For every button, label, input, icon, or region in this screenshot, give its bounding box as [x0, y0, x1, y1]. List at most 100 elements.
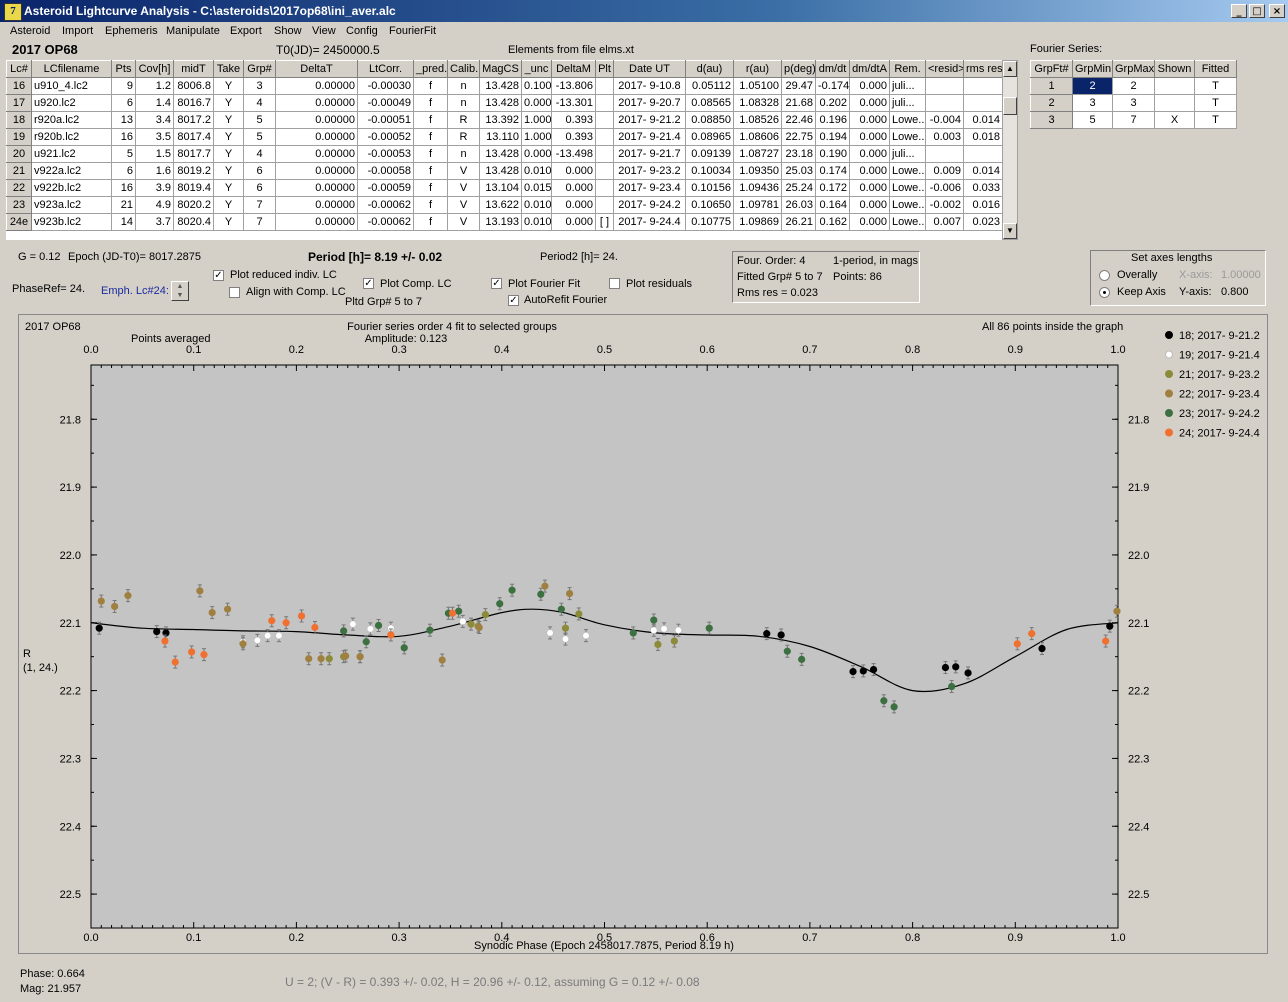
table-row[interactable]: 24e v923b.lc2 14 3.7 8020.4 Y 7 0.00000 -0.00062…	[6, 213, 1002, 231]
table-cell[interactable]: 1.09869	[733, 213, 782, 231]
table-cell[interactable]: f	[413, 213, 448, 231]
minimize-button[interactable]: _	[1231, 4, 1247, 18]
table-row[interactable]: 19 r920b.lc2 16 3.5 8017.4 Y 5 0.00000 -0.00052 f…	[6, 128, 1002, 146]
table-cell[interactable]: -0.002	[925, 196, 964, 214]
table-cell[interactable]: u910_4.lc2	[31, 77, 112, 95]
table-cell[interactable]: 23.18	[781, 145, 816, 163]
table-cell[interactable]: 2017- 9-23.4	[613, 179, 686, 197]
table-cell[interactable]	[963, 77, 1002, 95]
lc-col-header[interactable]: dm/dtA	[849, 60, 890, 78]
table-cell[interactable]: juli...	[889, 145, 926, 163]
lc-col-header[interactable]: DeltaM	[551, 60, 596, 78]
table-cell[interactable]: -0.00051	[357, 111, 414, 129]
lc-col-header[interactable]: <resid>	[925, 60, 964, 78]
lc-col-header[interactable]: _unc	[521, 60, 552, 78]
fourier-cell[interactable]: T	[1194, 77, 1237, 95]
fourier-col-header[interactable]: GrpMax	[1112, 60, 1155, 78]
table-cell[interactable]: Lowe...	[889, 111, 926, 129]
table-cell[interactable]: -0.174	[815, 77, 850, 95]
table-cell[interactable]: 1.000	[521, 128, 552, 146]
table-cell[interactable]: 26.21	[781, 213, 816, 231]
lc-col-header[interactable]: d(au)	[685, 60, 734, 78]
table-cell[interactable]: Lowe...	[889, 162, 926, 180]
table-cell[interactable]: 0.000	[551, 196, 596, 214]
table-cell[interactable]: 2017- 9-24.2	[613, 196, 686, 214]
menu-asteroid[interactable]: Asteroid	[10, 25, 51, 37]
lc-number-cell[interactable]: 17	[6, 94, 32, 112]
lc-number-cell[interactable]: 22	[6, 179, 32, 197]
table-cell[interactable]: 0.000	[849, 94, 890, 112]
table-cell[interactable]: 3.9	[135, 179, 174, 197]
table-cell[interactable]: 0.08850	[685, 111, 734, 129]
table-cell[interactable]: 2017- 9-21.7	[613, 145, 686, 163]
table-cell[interactable]: 22.75	[781, 128, 816, 146]
menu-export[interactable]: Export	[230, 25, 262, 37]
table-row[interactable]: 17 u920.lc2 6 1.4 8016.7 Y 4 0.00000 -0.00049 f n 1…	[6, 94, 1002, 112]
table-cell[interactable]: -0.006	[925, 179, 964, 197]
close-button[interactable]: ×	[1269, 4, 1285, 18]
keep-axis-radio[interactable]	[1099, 287, 1110, 298]
table-cell[interactable]: 0.00000	[275, 94, 358, 112]
table-cell[interactable]: 0.10650	[685, 196, 734, 214]
table-cell[interactable]: v923a.lc2	[31, 196, 112, 214]
table-cell[interactable]: -0.00062	[357, 213, 414, 231]
lc-col-header[interactable]: rms res	[963, 60, 1002, 78]
lc-col-header[interactable]: Cov[h]	[135, 60, 174, 78]
table-cell[interactable]: juli...	[889, 77, 926, 95]
table-cell[interactable]: u921.lc2	[31, 145, 112, 163]
lc-col-header[interactable]: LCfilename	[31, 60, 112, 78]
table-cell[interactable]: 1.08727	[733, 145, 782, 163]
table-cell[interactable]: Lowe...	[889, 179, 926, 197]
table-cell[interactable]: 21	[111, 196, 136, 214]
table-cell[interactable]: 0.007	[925, 213, 964, 231]
lc-col-header[interactable]: MagCS	[479, 60, 522, 78]
table-cell[interactable]: 0.000	[551, 179, 596, 197]
table-cell[interactable]: 2017- 9-21.2	[613, 111, 686, 129]
table-cell[interactable]: V	[447, 179, 480, 197]
table-cell[interactable]: 0.162	[815, 213, 850, 231]
table-cell[interactable]: 0.164	[815, 196, 850, 214]
table-cell[interactable]: u920.lc2	[31, 94, 112, 112]
table-cell[interactable]: n	[447, 94, 480, 112]
table-cell[interactable]: V	[447, 162, 480, 180]
table-cell[interactable]: 26.03	[781, 196, 816, 214]
table-cell[interactable]: 0.003	[925, 128, 964, 146]
maximize-button[interactable]: □	[1249, 4, 1265, 18]
fourier-cell[interactable]: T	[1194, 111, 1237, 129]
plot-reduced-checkbox[interactable]: ✓	[213, 270, 224, 281]
table-cell[interactable]: 0.023	[963, 213, 1002, 231]
fourier-col-header[interactable]: Shown	[1154, 60, 1195, 78]
table-cell[interactable]: 0.00000	[275, 162, 358, 180]
table-cell[interactable]: v923b.lc2	[31, 213, 112, 231]
table-cell[interactable]: 4	[243, 145, 276, 163]
table-cell[interactable]: 0.00000	[275, 77, 358, 95]
table-cell[interactable]: 1.09436	[733, 179, 782, 197]
lc-number-cell[interactable]: 20	[6, 145, 32, 163]
table-cell[interactable]: 6	[111, 94, 136, 112]
table-cell[interactable]: Lowe...	[889, 213, 926, 231]
table-cell[interactable]: R	[447, 128, 480, 146]
table-cell[interactable]: 1.08526	[733, 111, 782, 129]
fourier-cell[interactable]: T	[1194, 94, 1237, 112]
table-cell[interactable]: 4.9	[135, 196, 174, 214]
menu-manipulate[interactable]: Manipulate	[166, 25, 220, 37]
plot-residuals-checkbox[interactable]	[609, 278, 620, 289]
table-scrollbar[interactable]: ▲ ▼	[1002, 60, 1018, 240]
lc-col-header[interactable]: Rem.	[889, 60, 926, 78]
table-cell[interactable]: 6	[243, 179, 276, 197]
fourier-col-header[interactable]: GrpMin	[1072, 60, 1113, 78]
table-cell[interactable]: 14	[111, 213, 136, 231]
table-cell[interactable]: 0.015	[521, 179, 552, 197]
table-cell[interactable]: 0.014	[963, 162, 1002, 180]
lc-col-header[interactable]: Plt	[595, 60, 614, 78]
table-cell[interactable]: Y	[213, 196, 244, 214]
table-cell[interactable]: 0.000	[849, 213, 890, 231]
table-row[interactable]: 22 v922b.lc2 16 3.9 8019.4 Y 6 0.00000 -0.00059 f…	[6, 179, 1002, 197]
table-cell[interactable]: 0.009	[925, 162, 964, 180]
table-cell[interactable]: 8019.4	[173, 179, 214, 197]
lc-number-cell[interactable]: 16	[6, 77, 32, 95]
lc-number-cell[interactable]: 23	[6, 196, 32, 214]
fourier-cell[interactable]: 3	[1072, 94, 1113, 112]
table-row[interactable]: 16 u910_4.lc2 9 1.2 8006.8 Y 3 0.00000 -0.00030 f…	[6, 77, 1002, 95]
